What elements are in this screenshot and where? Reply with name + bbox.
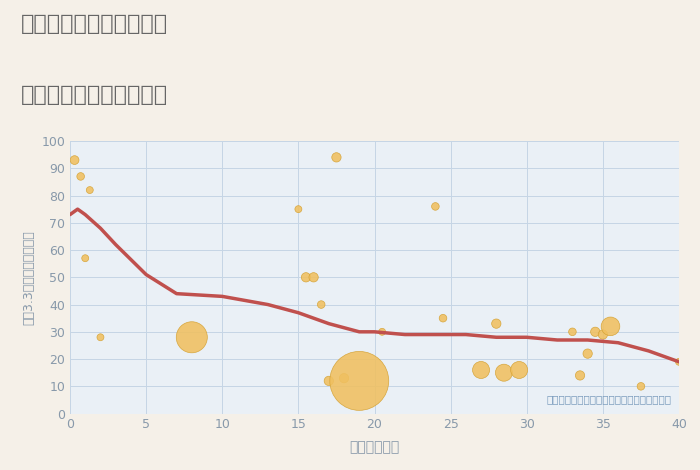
Point — [575, 372, 586, 379]
Point — [514, 366, 525, 374]
Point — [597, 331, 608, 338]
Point — [84, 186, 95, 194]
Text: 円の大きさは、取引のあった物件面積を示す: 円の大きさは、取引のあった物件面積を示す — [547, 394, 671, 404]
Point — [636, 383, 647, 390]
X-axis label: 築年数（年）: 築年数（年） — [349, 440, 400, 454]
Point — [589, 328, 601, 336]
Y-axis label: 坪（3.3㎡）単価（万円）: 坪（3.3㎡）単価（万円） — [22, 230, 36, 325]
Point — [354, 377, 365, 384]
Point — [69, 157, 80, 164]
Point — [75, 172, 86, 180]
Point — [339, 375, 350, 382]
Point — [498, 369, 510, 376]
Point — [293, 205, 304, 213]
Point — [308, 274, 319, 281]
Text: 築年数別中古戸建て価格: 築年数別中古戸建て価格 — [21, 85, 168, 105]
Point — [186, 334, 197, 341]
Point — [331, 154, 342, 161]
Point — [80, 254, 91, 262]
Point — [377, 328, 388, 336]
Point — [300, 274, 312, 281]
Point — [605, 322, 616, 330]
Point — [323, 377, 335, 384]
Text: 三重県津市白山町古市の: 三重県津市白山町古市の — [21, 14, 168, 34]
Point — [491, 320, 502, 328]
Point — [673, 358, 685, 366]
Point — [438, 314, 449, 322]
Point — [430, 203, 441, 210]
Point — [475, 366, 486, 374]
Point — [567, 328, 578, 336]
Point — [316, 301, 327, 308]
Point — [95, 334, 106, 341]
Point — [582, 350, 594, 357]
